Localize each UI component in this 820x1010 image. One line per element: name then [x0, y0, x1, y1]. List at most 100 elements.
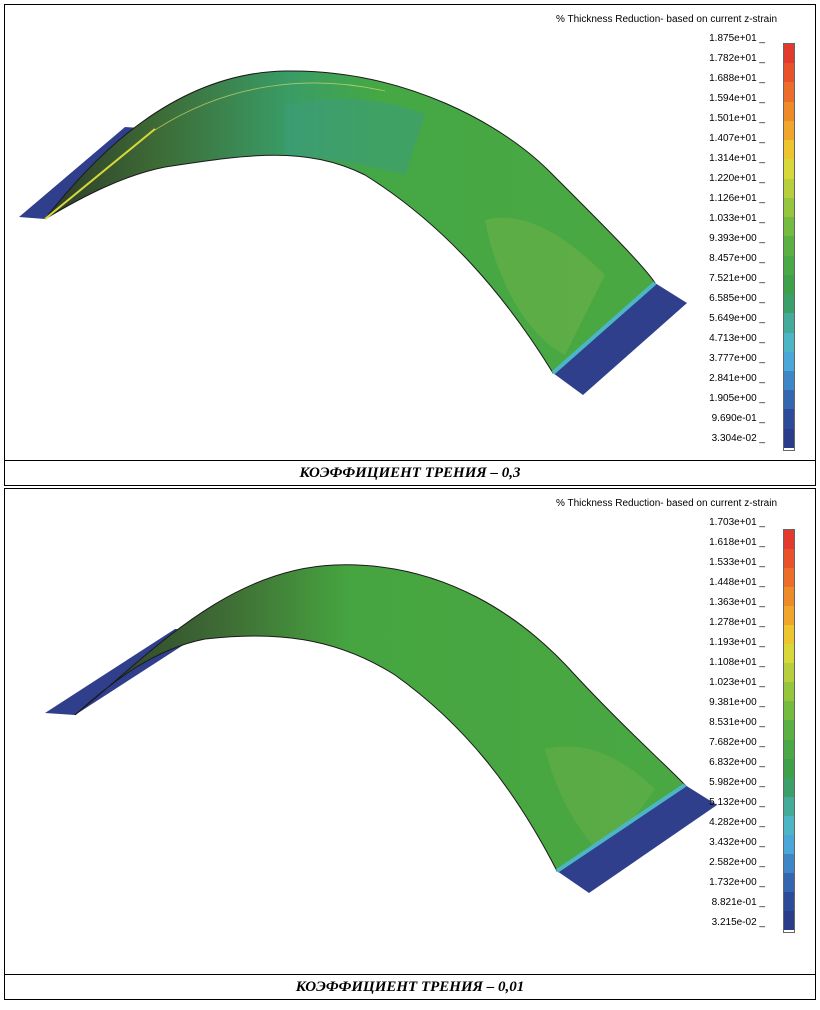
color-scale-segment [784, 777, 794, 797]
legend-value: 8.821e-01 _ [711, 897, 765, 908]
color-scale-segment [784, 872, 794, 892]
color-scale-bar [783, 43, 795, 451]
color-scale-segment [784, 332, 794, 352]
right-flange [557, 785, 717, 893]
color-scale-segment [784, 891, 794, 911]
color-scale-segment [784, 587, 794, 607]
legend-value: 1.875e+01 _ [709, 33, 765, 44]
legend-value: 8.531e+00 _ [709, 717, 765, 728]
legend-value: 3.432e+00 _ [709, 837, 765, 848]
legend-value: 1.193e+01 _ [709, 637, 765, 648]
right-flange [553, 283, 687, 395]
legend-value: 1.501e+01 _ [709, 113, 765, 124]
color-scale-segment [784, 351, 794, 371]
legend-value: 5.649e+00 _ [709, 313, 765, 324]
color-scale-segment [784, 530, 794, 550]
color-scale-segment [784, 815, 794, 835]
color-scale-segment [784, 390, 794, 410]
color-scale-bar [783, 529, 795, 933]
color-scale-segment [784, 255, 794, 275]
legend-title: % Thickness Reduction- based on current … [555, 14, 777, 25]
legend-value: 9.393e+00 _ [709, 233, 765, 244]
color-scale-segment [784, 159, 794, 179]
legend-value: 3.215e-02 _ [711, 917, 765, 928]
color-scale-segment [784, 739, 794, 759]
legend-value: 9.381e+00 _ [709, 697, 765, 708]
color-scale-segment [784, 120, 794, 141]
contour-plot: % Thickness Reduction- based on current … [5, 489, 815, 975]
legend-value: 5.982e+00 _ [709, 777, 765, 788]
legend-value: 6.585e+00 _ [709, 293, 765, 304]
color-scale-segment [784, 663, 794, 683]
legend-value: 4.282e+00 _ [709, 817, 765, 828]
legend-title: % Thickness Reduction- based on current … [555, 498, 777, 509]
color-scale-segment [784, 796, 794, 816]
legend-value: 8.457e+00 _ [709, 253, 765, 264]
color-scale-segment [784, 606, 794, 626]
color-scale-segment [784, 236, 794, 256]
legend-value: 3.777e+00 _ [709, 353, 765, 364]
legend-value: 1.278e+01 _ [709, 617, 765, 628]
legend-value: 1.905e+00 _ [709, 393, 765, 404]
legend-value: 1.732e+00 _ [709, 877, 765, 888]
legend-value: 4.713e+00 _ [709, 333, 765, 344]
color-scale-segment [784, 294, 794, 314]
color-scale-segment [784, 910, 794, 930]
color-scale-segment [784, 178, 794, 198]
legend-value: 1.363e+01 _ [709, 597, 765, 608]
color-scale-segment [784, 63, 794, 83]
color-scale-segment [784, 197, 794, 218]
panel-friction-0-3: % Thickness Reduction- based on current … [4, 4, 816, 486]
legend-value: 1.703e+01 _ [709, 517, 765, 528]
color-scale-segment [784, 644, 794, 664]
legend-value: 1.314e+01 _ [709, 153, 765, 164]
legend-value: 1.220e+01 _ [709, 173, 765, 184]
legend-value: 1.108e+01 _ [709, 657, 765, 668]
color-scale-segment [784, 370, 794, 391]
legend-value: 1.023e+01 _ [709, 677, 765, 688]
legend-value: 3.304e-02 _ [711, 433, 765, 444]
sheet-body [44, 70, 656, 374]
legend-value: 6.832e+00 _ [709, 757, 765, 768]
panel-friction-0-01: % Thickness Reduction- based on current … [4, 488, 816, 1000]
legend-value: 5.132e+00 _ [709, 797, 765, 808]
legend-value: 1.033e+01 _ [709, 213, 765, 224]
legend-value: 1.782e+01 _ [709, 53, 765, 64]
color-scale-segment [784, 625, 794, 645]
legend-labels: 1.703e+01 _ 1.618e+01 _ 1.533e+01 _ 1.448e+… [695, 517, 765, 937]
color-scale-segment [784, 682, 794, 702]
legend-value: 7.682e+00 _ [709, 737, 765, 748]
color-scale-segment [784, 549, 794, 569]
color-scale-segment [784, 82, 794, 102]
color-scale-segment [784, 44, 794, 64]
formed-part-surface [45, 564, 717, 893]
color-scale-segment [784, 313, 794, 333]
color-scale-segment [784, 217, 794, 237]
color-scale-segment [784, 758, 794, 778]
legend-value: 1.448e+01 _ [709, 577, 765, 588]
color-scale-segment [784, 701, 794, 721]
color-scale-segment [784, 274, 794, 295]
legend-value: 1.688e+01 _ [709, 73, 765, 84]
legend-value: 1.126e+01 _ [709, 193, 765, 204]
legend-value: 1.618e+01 _ [709, 537, 765, 548]
caption: КОЭФФИЦИЕНТ ТРЕНИЯ – 0,3 [5, 460, 815, 485]
formed-part-surface [19, 70, 687, 395]
legend-labels: 1.875e+01 _ 1.782e+01 _ 1.688e+01 _ 1.594e+… [695, 33, 765, 453]
color-scale-segment [784, 568, 794, 588]
color-scale-segment [784, 834, 794, 854]
legend-value: 2.582e+00 _ [709, 857, 765, 868]
legend-value: 2.841e+00 _ [709, 373, 765, 384]
legend-value: 9.690e-01 _ [711, 413, 765, 424]
color-scale-segment [784, 720, 794, 740]
legend-value: 1.407e+01 _ [709, 133, 765, 144]
color-scale-segment [784, 101, 794, 121]
color-scale-segment [784, 853, 794, 873]
caption: КОЭФФИЦИЕНТ ТРЕНИЯ – 0,01 [5, 974, 815, 999]
legend-value: 1.533e+01 _ [709, 557, 765, 568]
color-scale-segment [784, 409, 794, 429]
legend-value: 1.594e+01 _ [709, 93, 765, 104]
legend-value: 7.521e+00 _ [709, 273, 765, 284]
color-scale-segment [784, 428, 794, 448]
contour-plot: % Thickness Reduction- based on current … [5, 5, 815, 463]
